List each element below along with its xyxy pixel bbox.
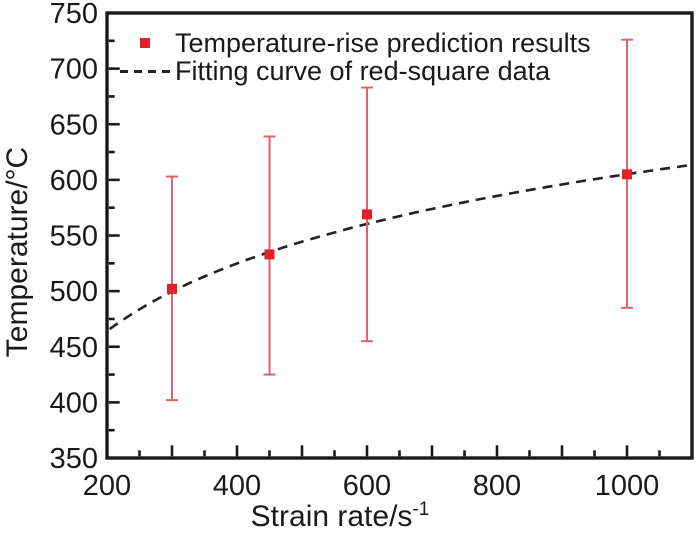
legend-dashed-line-icon <box>120 57 170 85</box>
x-tick-label: 800 <box>473 470 521 502</box>
plot-frame <box>105 11 694 460</box>
legend-entry-fit: Fitting curve of red-square data <box>120 57 591 85</box>
x-axis-title-text: Strain rate/s <box>250 500 413 533</box>
y-tick-label: 450 <box>50 332 98 364</box>
legend-square-marker-icon <box>120 29 170 57</box>
y-tick-label: 600 <box>50 165 98 197</box>
y-tick-label: 400 <box>50 387 98 419</box>
x-tick-label: 1000 <box>595 470 660 502</box>
x-tick-label: 200 <box>83 470 131 502</box>
data-point-marker <box>264 249 275 260</box>
legend-entry-fit-label: Fitting curve of red-square data <box>175 56 551 86</box>
y-tick-label: 550 <box>50 221 98 253</box>
data-point-marker <box>622 169 632 180</box>
fitting-curve <box>108 164 689 331</box>
x-tick-label: 600 <box>343 470 391 502</box>
legend-entry-prediction-label: Temperature-rise prediction results <box>175 28 591 58</box>
y-tick-label: 750 <box>50 0 98 30</box>
legend: Temperature-rise prediction results Fitt… <box>120 29 591 85</box>
y-tick-label: 700 <box>50 54 98 86</box>
y-axis-title: Temperature/°C <box>1 146 34 358</box>
y-tick-label: 500 <box>50 276 98 308</box>
x-tick-label: 400 <box>213 470 261 502</box>
data-point-marker <box>167 283 177 294</box>
x-axis-title-superscript: -1 <box>412 499 430 520</box>
data-point-marker <box>362 209 372 220</box>
legend-entry-prediction: Temperature-rise prediction results <box>120 29 591 57</box>
y-tick-label: 650 <box>50 109 98 141</box>
x-axis-title: Strain rate/s-1 <box>0 499 700 534</box>
y-tick-label: 350 <box>50 443 98 475</box>
